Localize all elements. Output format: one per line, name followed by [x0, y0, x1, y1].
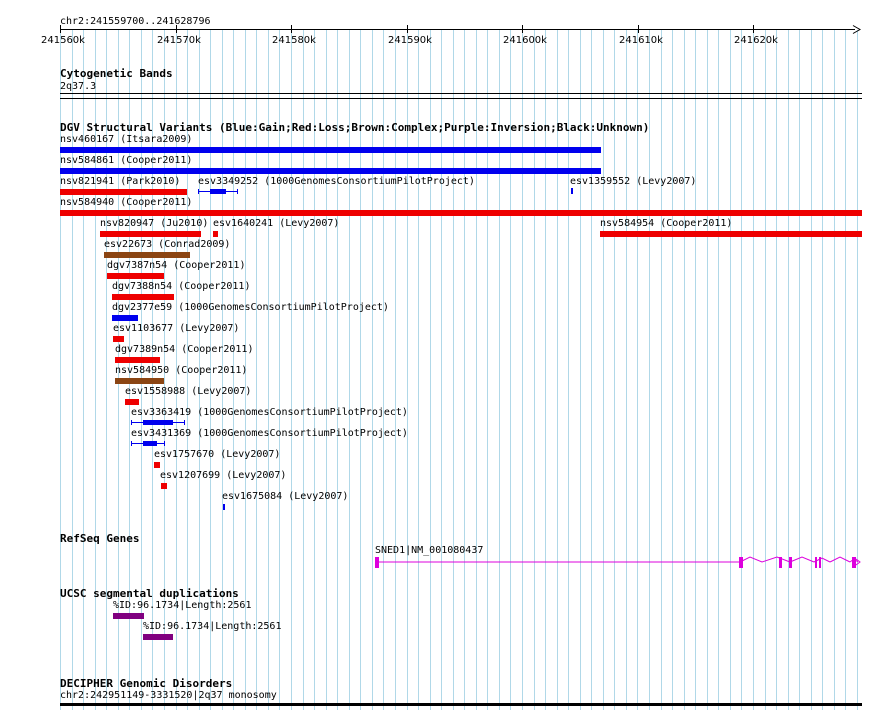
decipher-bar[interactable] — [60, 703, 862, 706]
variant-bar-esv3431369[interactable] — [143, 441, 157, 446]
segdup-bar-2[interactable] — [143, 634, 173, 640]
variant-label-dgv7389n54: dgv7389n54 (Cooper2011) — [115, 344, 254, 355]
axis-tick-mark — [522, 25, 523, 33]
variant-bar-nsv820947[interactable] — [100, 231, 201, 237]
track-title-refseq[interactable]: RefSeq Genes — [60, 532, 140, 545]
variant-cap-esv3349252-right — [237, 189, 238, 194]
axis-tick-label: 241600k — [503, 35, 547, 46]
variant-cap-esv3363419-left — [131, 420, 132, 425]
variant-label-esv1757670: esv1757670 (Levy2007) — [154, 449, 281, 460]
segdup-label-2: %ID:96.1734|Length:2561 — [143, 621, 282, 632]
axis-tick-mark — [291, 25, 292, 33]
region-label: chr2:241559700..241628796 — [60, 16, 211, 27]
variant-bar-esv1640241[interactable] — [213, 231, 218, 237]
axis-tick-label: 241590k — [388, 35, 432, 46]
segdup-bar-1[interactable] — [113, 613, 144, 619]
segdup-label-1: %ID:96.1734|Length:2561 — [113, 600, 252, 611]
variant-bar-dgv7387n54[interactable] — [107, 273, 164, 279]
axis-tick-mark — [407, 25, 408, 33]
variant-label-nsv820947: nsv820947 (Ju2010) — [100, 218, 209, 229]
variant-label-esv3363419: esv3363419 (1000GenomesConsortiumPilotPr… — [131, 407, 408, 418]
gene-label-sned1: SNED1|NM_001080437 — [375, 545, 484, 556]
variant-label-dgv7388n54: dgv7388n54 (Cooper2011) — [112, 281, 251, 292]
variant-label-esv1558988: esv1558988 (Levy2007) — [125, 386, 252, 397]
variant-label-esv1640241: esv1640241 (Levy2007) — [213, 218, 340, 229]
ruler-line — [60, 29, 855, 30]
variant-label-dgv7387n54: dgv7387n54 (Cooper2011) — [107, 260, 246, 271]
cytoband-line-bottom — [60, 98, 862, 99]
axis-tick-mark — [753, 25, 754, 33]
cytoband-label: 2q37.3 — [60, 81, 97, 92]
variant-cap-esv3431369-right — [164, 441, 165, 446]
gene-model-sned1[interactable] — [370, 552, 865, 574]
axis-tick-label: 241620k — [734, 35, 778, 46]
variant-bar-esv3363419[interactable] — [143, 420, 173, 425]
variant-bar-dgv2377e59[interactable] — [112, 315, 138, 321]
track-title-cytoband[interactable]: Cytogenetic Bands — [60, 67, 173, 80]
ruler-arrow-icon — [852, 25, 861, 34]
variant-bar-nsv584940[interactable] — [60, 210, 862, 216]
variant-label-nsv460167: nsv460167 (Itsara2009) — [60, 134, 193, 145]
variant-bar-dgv7388n54[interactable] — [112, 294, 174, 300]
variant-label-esv1207699: esv1207699 (Levy2007) — [160, 470, 287, 481]
variant-bar-nsv584861[interactable] — [60, 168, 601, 174]
axis-tick-label: 241610k — [619, 35, 663, 46]
variant-bar-esv22673[interactable] — [104, 252, 190, 258]
variant-bar-esv1103677[interactable] — [113, 336, 124, 342]
variant-label-nsv584954: nsv584954 (Cooper2011) — [600, 218, 733, 229]
variant-cap-esv3349252-left — [198, 189, 199, 194]
variant-label-nsv821941: nsv821941 (Park2010) — [60, 176, 181, 187]
variant-bar-nsv584954[interactable] — [600, 231, 862, 237]
axis-tick-label: 241570k — [157, 35, 201, 46]
variant-bar-nsv460167[interactable] — [60, 147, 601, 153]
variant-label-esv22673: esv22673 (Conrad2009) — [104, 239, 231, 250]
variant-bar-esv1207699[interactable] — [161, 483, 167, 489]
decipher-label: chr2:242951149-3331520|2q37 monosomy — [60, 690, 277, 701]
variant-bar-nsv584950[interactable] — [115, 378, 164, 384]
variant-label-esv1675084: esv1675084 (Levy2007) — [222, 491, 349, 502]
cytoband-line-top — [60, 93, 862, 94]
variant-bar-esv1558988[interactable] — [125, 399, 139, 405]
variant-bar-esv1675084[interactable] — [223, 504, 225, 510]
variant-cap-esv3431369-left — [131, 441, 132, 446]
axis-tick-label: 241560k — [41, 35, 85, 46]
variant-label-esv3431369: esv3431369 (1000GenomesConsortiumPilotPr… — [131, 428, 408, 439]
variant-cap-esv3363419-right — [184, 420, 185, 425]
variant-bar-dgv7389n54[interactable] — [115, 357, 160, 363]
variant-bar-esv3349252[interactable] — [210, 189, 226, 194]
variant-label-nsv584950: nsv584950 (Cooper2011) — [115, 365, 248, 376]
track-title-segdup[interactable]: UCSC segmental duplications — [60, 587, 239, 600]
variant-bar-nsv821941[interactable] — [60, 189, 187, 195]
variant-label-nsv584861: nsv584861 (Cooper2011) — [60, 155, 193, 166]
track-title-dgv[interactable]: DGV Structural Variants (Blue:Gain;Red:L… — [60, 121, 650, 134]
variant-bar-esv1359552[interactable] — [571, 188, 573, 194]
variant-bar-esv1757670[interactable] — [154, 462, 160, 468]
variant-label-nsv584940: nsv584940 (Cooper2011) — [60, 197, 193, 208]
axis-tick-mark — [638, 25, 639, 33]
track-title-decipher[interactable]: DECIPHER Genomic Disorders — [60, 677, 233, 690]
variant-label-esv3349252: esv3349252 (1000GenomesConsortiumPilotPr… — [198, 176, 475, 187]
axis-tick-mark — [176, 25, 177, 33]
variant-label-dgv2377e59: dgv2377e59 (1000GenomesConsortiumPilotPr… — [112, 302, 389, 313]
axis-tick-label: 241580k — [272, 35, 316, 46]
axis-tick-mark — [60, 25, 61, 33]
variant-label-esv1359552: esv1359552 (Levy2007) — [570, 176, 697, 187]
variant-label-esv1103677: esv1103677 (Levy2007) — [113, 323, 240, 334]
